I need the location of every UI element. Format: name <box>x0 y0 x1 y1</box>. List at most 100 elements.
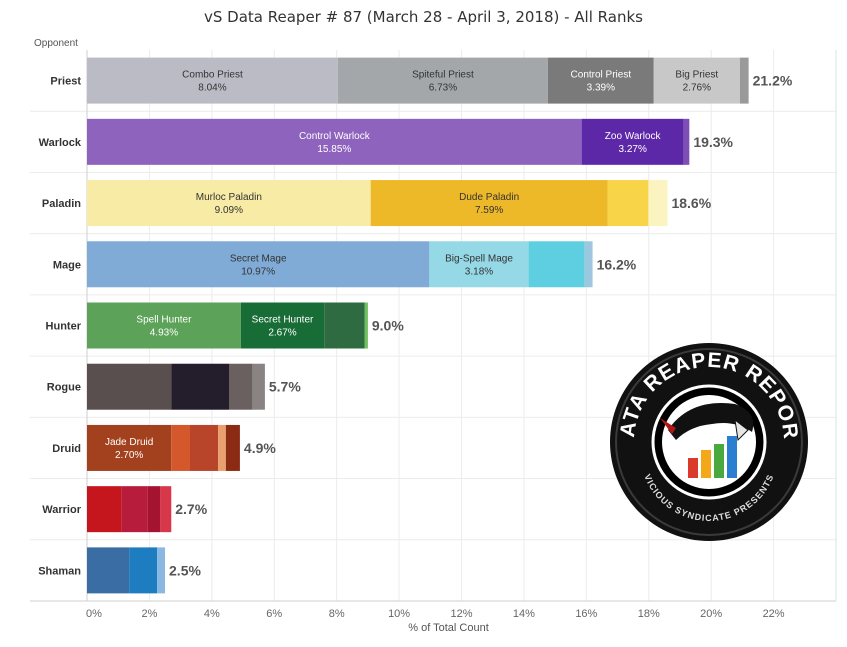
bar-segment <box>157 547 166 594</box>
category-label: Warrior <box>42 504 81 516</box>
bar-segment <box>129 547 158 594</box>
bar-total-label: 9.0% <box>372 318 404 334</box>
segment-name-label: Big-Spell Mage <box>445 253 513 264</box>
segment-name-label: Spiteful Priest <box>412 70 474 81</box>
bar-segment <box>683 118 690 165</box>
category-label: Rogue <box>47 382 81 394</box>
bar-group-druid: Druid Jade Druid 2.70% 4.9% <box>52 424 276 471</box>
bar-segment <box>584 241 593 288</box>
segment-name-label: Secret Mage <box>230 253 287 264</box>
bar-group-paladin: Paladin Murloc Paladin 9.09% Dude Paladin 7.… <box>42 180 712 227</box>
bar-segment <box>87 547 130 594</box>
category-label: Hunter <box>46 321 82 333</box>
x-tick-label: 22% <box>763 608 785 620</box>
segment-name-label: Combo Priest <box>182 70 243 81</box>
bar-segment <box>528 241 585 288</box>
x-axis-title: % of Total Count <box>408 622 489 634</box>
bar-segment <box>653 57 740 104</box>
bar-total-label: 2.5% <box>169 562 201 578</box>
segment-name-label: Jade Druid <box>105 437 153 448</box>
bar-segment <box>147 486 161 533</box>
category-label: Druid <box>52 443 81 455</box>
segment-name-label: Murloc Paladin <box>196 192 262 203</box>
category-label: Priest <box>50 76 81 88</box>
bar-total-label: 16.2% <box>597 256 637 272</box>
bar-segment <box>370 180 608 227</box>
segment-name-label: Spell Hunter <box>136 315 192 326</box>
bar-segment <box>240 302 325 349</box>
x-axis-ticks: 0% 2% 4% 6% 8% 10% 12% 14% 16% 18% 20% 22% <box>86 608 785 620</box>
bar-group-priest: Priest Combo Priest 8.04% Spiteful Priest 6.… <box>50 57 793 104</box>
segment-value-label: 3.18% <box>465 266 493 277</box>
bar-total-label: 2.7% <box>175 501 207 517</box>
segment-value-label: 2.67% <box>268 328 296 339</box>
bar-group-mage: Mage Secret Mage 10.97% Big-Spell Mage 3.18%… <box>53 241 637 288</box>
segment-name-label: Secret Hunter <box>252 315 314 326</box>
bar-group-warlock: Warlock Control Warlock 15.85% Zoo Warlock 3… <box>39 118 734 165</box>
segment-value-label: 3.39% <box>587 83 615 94</box>
x-tick-label: 18% <box>638 608 660 620</box>
segment-value-label: 9.09% <box>215 205 243 216</box>
bar-segment <box>607 180 649 227</box>
category-label: Paladin <box>42 198 81 210</box>
bar-group-rogue: Rogue 5.7% <box>47 363 301 410</box>
bar-segment <box>225 424 240 471</box>
bar-segment <box>171 424 190 471</box>
x-tick-label: 6% <box>266 608 282 620</box>
bar-segment <box>324 302 365 349</box>
bar-segment <box>547 57 654 104</box>
bar-total-label: 18.6% <box>671 195 711 211</box>
bar-segment <box>87 241 430 288</box>
bar-segment <box>87 302 241 349</box>
segment-value-label: 8.04% <box>198 83 226 94</box>
bar-segment <box>87 180 371 227</box>
bar-segment <box>228 363 253 410</box>
x-tick-label: 4% <box>204 608 220 620</box>
bar-segment <box>218 424 226 471</box>
bar-segment <box>648 180 668 227</box>
bar-group-warrior: Warrior 2.7% <box>42 486 208 533</box>
bar-segment <box>189 424 219 471</box>
segment-name-label: Big Priest <box>675 70 718 81</box>
bar-segment <box>87 118 582 165</box>
segment-value-label: 6.73% <box>429 83 457 94</box>
segment-value-label: 4.93% <box>150 328 178 339</box>
segment-value-label: 10.97% <box>241 266 275 277</box>
bar-segment <box>252 363 265 410</box>
category-label: Shaman <box>38 565 81 577</box>
bar-segment <box>581 118 684 165</box>
bar-segment <box>87 363 172 410</box>
x-tick-label: 2% <box>141 608 157 620</box>
segment-value-label: 7.59% <box>475 205 503 216</box>
category-label: Mage <box>53 259 81 271</box>
bar-segment <box>87 424 172 471</box>
bar-total-label: 19.3% <box>693 134 733 150</box>
chart-title: vS Data Reaper # 87 (March 28 - April 3,… <box>204 8 643 26</box>
segment-name-label: Control Priest <box>571 70 632 81</box>
bar-segment <box>160 486 172 533</box>
bar-segment <box>171 363 229 410</box>
y-axis-header: Opponent <box>34 38 78 49</box>
bar-group-shaman: Shaman 2.5% <box>38 547 201 594</box>
x-tick-label: 20% <box>700 608 722 620</box>
bar-segment <box>87 57 338 104</box>
bar-group-hunter: Hunter Spell Hunter 4.93% Secret Hunter 2.67… <box>46 302 404 349</box>
segment-name-label: Zoo Warlock <box>605 131 662 142</box>
x-tick-label: 10% <box>388 608 410 620</box>
bars: Priest Combo Priest 8.04% Spiteful Priest 6.… <box>38 57 793 594</box>
bar-segment <box>429 241 529 288</box>
bar-total-label: 21.2% <box>753 73 793 89</box>
bar-total-label: 4.9% <box>244 440 276 456</box>
x-tick-label: 14% <box>513 608 535 620</box>
segment-value-label: 2.76% <box>683 83 711 94</box>
bar-segment <box>364 302 368 349</box>
bar-total-label: 5.7% <box>269 379 301 395</box>
x-tick-label: 8% <box>329 608 345 620</box>
bar-segment <box>121 486 148 533</box>
bar-segment <box>337 57 548 104</box>
segment-name-label: Control Warlock <box>299 131 371 142</box>
segment-value-label: 3.27% <box>618 144 646 155</box>
segment-value-label: 2.70% <box>115 450 143 461</box>
category-label: Warlock <box>39 137 82 149</box>
